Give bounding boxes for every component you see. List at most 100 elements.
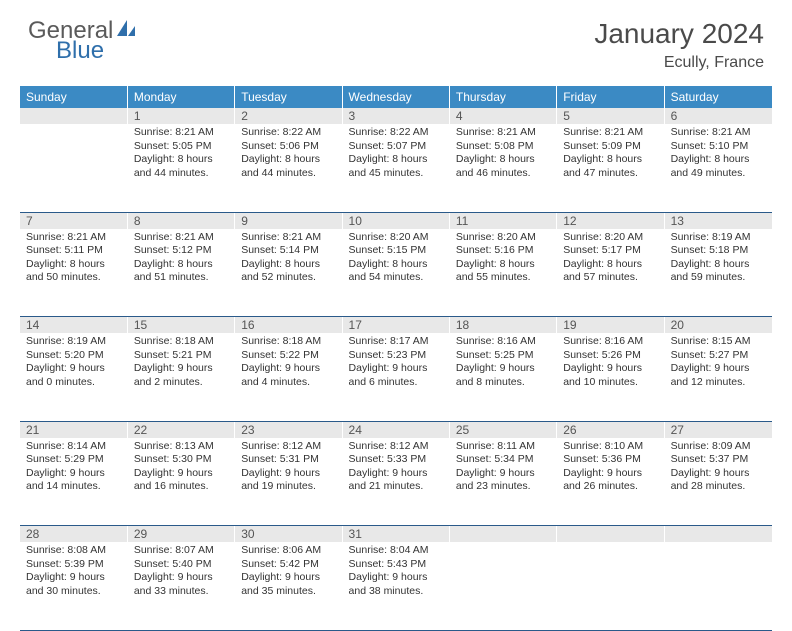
day-content-cell: Sunrise: 8:07 AMSunset: 5:40 PMDaylight:… xyxy=(127,542,234,630)
sunrise-line: Sunrise: 8:21 AM xyxy=(134,126,228,140)
day-number-cell: 26 xyxy=(557,421,664,438)
daylight-line: Daylight: 8 hours and 52 minutes. xyxy=(241,258,335,285)
sunrise-line: Sunrise: 8:19 AM xyxy=(671,231,765,245)
calendar-table: SundayMondayTuesdayWednesdayThursdayFrid… xyxy=(20,86,772,631)
daylight-line: Daylight: 9 hours and 30 minutes. xyxy=(26,571,121,598)
weekday-header: Monday xyxy=(127,86,234,108)
sunrise-line: Sunrise: 8:21 AM xyxy=(671,126,765,140)
day-content-cell: Sunrise: 8:14 AMSunset: 5:29 PMDaylight:… xyxy=(20,438,127,526)
sunset-line: Sunset: 5:39 PM xyxy=(26,558,121,572)
sunset-line: Sunset: 5:15 PM xyxy=(349,244,443,258)
day-content-cell: Sunrise: 8:22 AMSunset: 5:07 PMDaylight:… xyxy=(342,124,449,212)
daylight-line: Daylight: 8 hours and 47 minutes. xyxy=(563,153,657,180)
sunrise-line: Sunrise: 8:20 AM xyxy=(349,231,443,245)
day-number-cell: 29 xyxy=(127,526,234,543)
day-number-cell: 28 xyxy=(20,526,127,543)
daylight-line: Daylight: 9 hours and 12 minutes. xyxy=(671,362,765,389)
daylight-line: Daylight: 9 hours and 14 minutes. xyxy=(26,467,121,494)
sunset-line: Sunset: 5:34 PM xyxy=(456,453,550,467)
day-number-cell: 1 xyxy=(127,108,234,124)
day-number-cell: 22 xyxy=(127,421,234,438)
day-number-row: 14151617181920 xyxy=(20,317,772,334)
daylight-line: Daylight: 9 hours and 33 minutes. xyxy=(134,571,228,598)
day-content-cell: Sunrise: 8:06 AMSunset: 5:42 PMDaylight:… xyxy=(235,542,342,630)
sunset-line: Sunset: 5:43 PM xyxy=(349,558,443,572)
logo-text-blue: Blue xyxy=(56,39,137,63)
day-number-cell: 7 xyxy=(20,212,127,229)
header: General Blue January 2024 Ecully, France xyxy=(0,0,792,80)
sunrise-line: Sunrise: 8:21 AM xyxy=(456,126,550,140)
sunset-line: Sunset: 5:31 PM xyxy=(241,453,335,467)
day-content-cell: Sunrise: 8:22 AMSunset: 5:06 PMDaylight:… xyxy=(235,124,342,212)
sunset-line: Sunset: 5:26 PM xyxy=(563,349,657,363)
weekday-header: Saturday xyxy=(664,86,771,108)
day-content-row: Sunrise: 8:21 AMSunset: 5:05 PMDaylight:… xyxy=(20,124,772,212)
day-number-cell xyxy=(449,526,556,543)
sunrise-line: Sunrise: 8:14 AM xyxy=(26,440,121,454)
day-number-cell: 18 xyxy=(449,317,556,334)
daylight-line: Daylight: 9 hours and 35 minutes. xyxy=(241,571,335,598)
daylight-line: Daylight: 9 hours and 16 minutes. xyxy=(134,467,228,494)
weekday-header: Sunday xyxy=(20,86,127,108)
location-label: Ecully, France xyxy=(594,54,764,72)
day-content-cell: Sunrise: 8:20 AMSunset: 5:15 PMDaylight:… xyxy=(342,229,449,317)
logo: General Blue xyxy=(28,18,137,63)
daylight-line: Daylight: 8 hours and 59 minutes. xyxy=(671,258,765,285)
daylight-line: Daylight: 9 hours and 28 minutes. xyxy=(671,467,765,494)
day-content-cell: Sunrise: 8:21 AMSunset: 5:12 PMDaylight:… xyxy=(127,229,234,317)
sunrise-line: Sunrise: 8:12 AM xyxy=(241,440,335,454)
month-title: January 2024 xyxy=(594,18,764,50)
daylight-line: Daylight: 9 hours and 21 minutes. xyxy=(349,467,443,494)
daylight-line: Daylight: 9 hours and 10 minutes. xyxy=(563,362,657,389)
daylight-line: Daylight: 9 hours and 6 minutes. xyxy=(349,362,443,389)
sunset-line: Sunset: 5:40 PM xyxy=(134,558,228,572)
sunrise-line: Sunrise: 8:13 AM xyxy=(134,440,228,454)
sunset-line: Sunset: 5:27 PM xyxy=(671,349,765,363)
sunset-line: Sunset: 5:17 PM xyxy=(563,244,657,258)
day-content-cell: Sunrise: 8:21 AMSunset: 5:08 PMDaylight:… xyxy=(449,124,556,212)
day-content-cell: Sunrise: 8:09 AMSunset: 5:37 PMDaylight:… xyxy=(664,438,771,526)
day-number-cell: 12 xyxy=(557,212,664,229)
sunset-line: Sunset: 5:05 PM xyxy=(134,140,228,154)
day-content-cell: Sunrise: 8:12 AMSunset: 5:31 PMDaylight:… xyxy=(235,438,342,526)
day-number-cell: 13 xyxy=(664,212,771,229)
sunrise-line: Sunrise: 8:21 AM xyxy=(134,231,228,245)
daylight-line: Daylight: 8 hours and 55 minutes. xyxy=(456,258,550,285)
sunset-line: Sunset: 5:16 PM xyxy=(456,244,550,258)
daylight-line: Daylight: 9 hours and 2 minutes. xyxy=(134,362,228,389)
daylight-line: Daylight: 9 hours and 23 minutes. xyxy=(456,467,550,494)
day-number-cell: 8 xyxy=(127,212,234,229)
day-number-cell: 31 xyxy=(342,526,449,543)
day-number-cell: 20 xyxy=(664,317,771,334)
weekday-header: Friday xyxy=(557,86,664,108)
day-content-cell xyxy=(664,542,771,630)
daylight-line: Daylight: 9 hours and 38 minutes. xyxy=(349,571,443,598)
sunrise-line: Sunrise: 8:11 AM xyxy=(456,440,550,454)
day-content-cell xyxy=(449,542,556,630)
sunset-line: Sunset: 5:20 PM xyxy=(26,349,121,363)
sunrise-line: Sunrise: 8:20 AM xyxy=(563,231,657,245)
sunrise-line: Sunrise: 8:12 AM xyxy=(349,440,443,454)
day-content-cell: Sunrise: 8:13 AMSunset: 5:30 PMDaylight:… xyxy=(127,438,234,526)
day-number-cell: 6 xyxy=(664,108,771,124)
day-number-row: 78910111213 xyxy=(20,212,772,229)
sunset-line: Sunset: 5:30 PM xyxy=(134,453,228,467)
day-number-cell: 21 xyxy=(20,421,127,438)
day-number-cell xyxy=(664,526,771,543)
sunset-line: Sunset: 5:25 PM xyxy=(456,349,550,363)
sunrise-line: Sunrise: 8:22 AM xyxy=(349,126,443,140)
day-number-cell: 2 xyxy=(235,108,342,124)
day-content-cell: Sunrise: 8:21 AMSunset: 5:10 PMDaylight:… xyxy=(664,124,771,212)
sunrise-line: Sunrise: 8:21 AM xyxy=(241,231,335,245)
daylight-line: Daylight: 8 hours and 54 minutes. xyxy=(349,258,443,285)
daylight-line: Daylight: 8 hours and 57 minutes. xyxy=(563,258,657,285)
day-content-cell: Sunrise: 8:18 AMSunset: 5:21 PMDaylight:… xyxy=(127,333,234,421)
day-content-cell: Sunrise: 8:18 AMSunset: 5:22 PMDaylight:… xyxy=(235,333,342,421)
day-content-cell: Sunrise: 8:21 AMSunset: 5:14 PMDaylight:… xyxy=(235,229,342,317)
day-content-cell: Sunrise: 8:08 AMSunset: 5:39 PMDaylight:… xyxy=(20,542,127,630)
day-number-cell: 19 xyxy=(557,317,664,334)
sunset-line: Sunset: 5:06 PM xyxy=(241,140,335,154)
day-content-cell: Sunrise: 8:21 AMSunset: 5:05 PMDaylight:… xyxy=(127,124,234,212)
day-content-cell: Sunrise: 8:17 AMSunset: 5:23 PMDaylight:… xyxy=(342,333,449,421)
sunrise-line: Sunrise: 8:10 AM xyxy=(563,440,657,454)
